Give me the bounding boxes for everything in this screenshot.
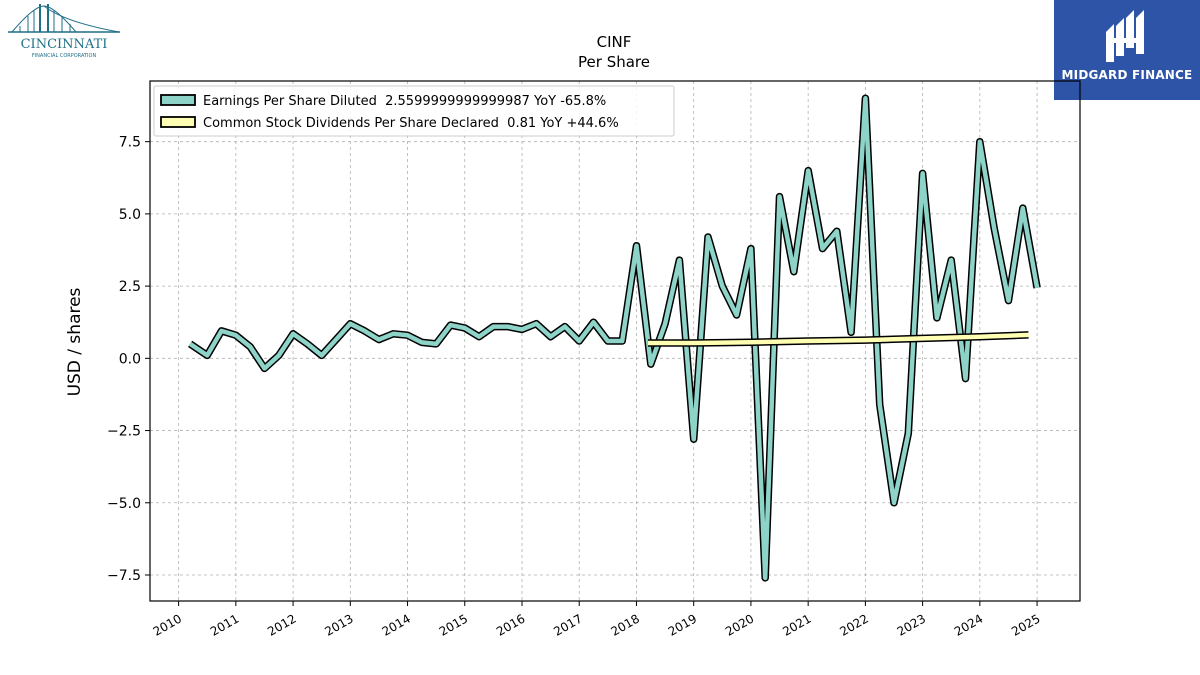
legend-swatch-dividends [160, 116, 196, 128]
y-tick-label: 2.5 [119, 279, 141, 295]
x-tick-label: 2013 [322, 611, 355, 638]
bridge-icon: CINCINNATI FINANCIAL CORPORATION [8, 4, 120, 59]
x-tick-label: 2017 [551, 611, 584, 638]
axes: 2010 2011 2012 2013 2014 2015 2016 2017 2018 2019… [107, 135, 1043, 639]
x-tick-label: 2024 [952, 611, 985, 638]
plot-frame [149, 80, 1081, 602]
midgard-brand-text: MIDGARD FINANCE [1061, 68, 1193, 82]
y-tick-label: −5.0 [107, 496, 141, 512]
cincinnati-financial-logo: CINCINNATI FINANCIAL CORPORATION [4, 2, 124, 60]
chart-title: CINF [597, 33, 632, 51]
midgard-finance-logo: MIDGARD FINANCE [1054, 0, 1200, 100]
legend-label-eps: Earnings Per Share Diluted 2.55999999999… [203, 94, 606, 109]
cincinnati-brand-text: CINCINNATI [21, 37, 108, 52]
x-tick-label: 2022 [837, 611, 870, 638]
eps-series-line [188, 96, 1040, 581]
legend: Earnings Per Share Diluted 2.55999999999… [153, 85, 675, 137]
legend-label-dividends: Common Stock Dividends Per Share Declare… [203, 116, 619, 131]
x-tick-label: 2012 [265, 611, 298, 638]
cincinnati-sub-text: FINANCIAL CORPORATION [32, 53, 97, 59]
chart-subtitle: Per Share [578, 53, 650, 71]
legend-box [153, 85, 675, 137]
dividends-series-line [647, 332, 1029, 346]
legend-swatch-eps [160, 94, 196, 106]
dividends-series-line-group [647, 331, 1029, 347]
y-axis-label: USD / shares [65, 287, 85, 396]
x-tick-label: 2015 [437, 611, 470, 638]
y-tick-label: −2.5 [107, 424, 141, 440]
y-tick-label: 7.5 [119, 135, 141, 151]
y-tick-label: −7.5 [107, 568, 141, 584]
eps-series-line-group [188, 94, 1041, 582]
x-tick-label: 2014 [380, 611, 413, 638]
series-layer [188, 94, 1041, 582]
x-tick-label: 2016 [494, 611, 527, 638]
x-tick-label: 2010 [151, 611, 184, 638]
x-tick-label: 2023 [895, 611, 928, 638]
midgard-mark-icon [1106, 10, 1144, 62]
x-tick-label: 2018 [609, 611, 642, 638]
y-tick-label: 5.0 [119, 207, 141, 223]
y-tick-label: 0.0 [119, 351, 141, 367]
x-tick-label: 2021 [780, 611, 813, 638]
x-tick-label: 2020 [723, 611, 756, 638]
x-tick-label: 2019 [666, 611, 699, 638]
x-tick-label: 2025 [1009, 611, 1042, 638]
x-tick-label: 2011 [208, 611, 241, 638]
